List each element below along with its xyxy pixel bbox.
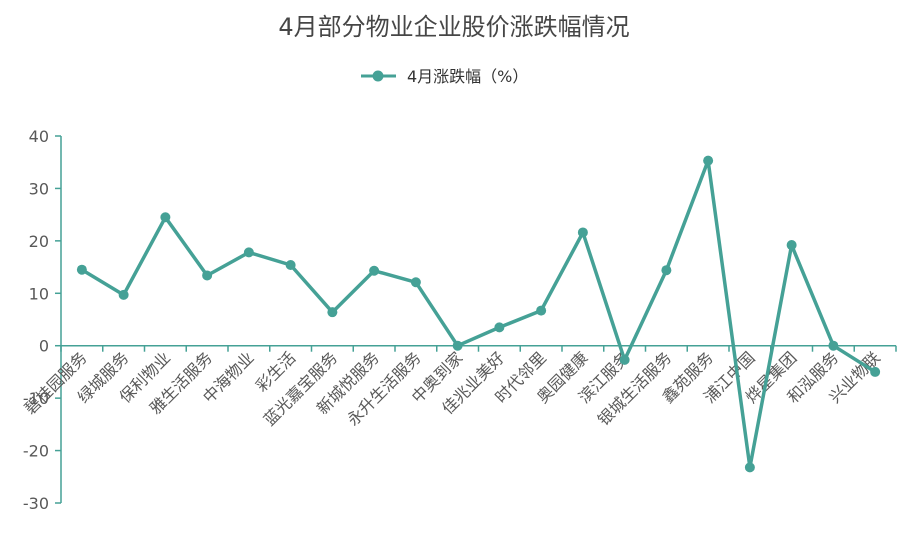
data-point[interactable] (327, 307, 338, 318)
y-axis-tick-labels: 40 30 20 10 0 -10 -20 -30 (23, 127, 49, 513)
data-point[interactable] (494, 322, 505, 333)
data-point[interactable] (285, 259, 296, 270)
y-tick-label: -10 (23, 389, 49, 408)
data-point[interactable] (118, 289, 129, 300)
legend-label: 4月涨跌幅（%） (407, 67, 528, 86)
series-polyline (80, 158, 877, 470)
y-tick-label: 0 (39, 337, 49, 356)
data-point[interactable] (452, 340, 463, 351)
y-tick-label: 20 (29, 232, 49, 251)
data-point[interactable] (202, 270, 213, 281)
data-point[interactable] (703, 155, 714, 166)
y-tick-label: 30 (29, 179, 49, 198)
legend-marker-icon (372, 70, 384, 82)
data-point[interactable] (619, 354, 630, 365)
data-point[interactable] (76, 264, 87, 275)
data-point[interactable] (160, 212, 171, 223)
y-tick-label: -30 (23, 494, 49, 513)
data-point[interactable] (744, 462, 755, 473)
data-point[interactable] (661, 265, 672, 276)
data-point[interactable] (828, 340, 839, 351)
data-point[interactable] (536, 305, 547, 316)
data-point[interactable] (369, 265, 380, 276)
x-axis-tick-labels: 碧桂园服务绿城服务保利物业雅生活服务中海物业彩生活蓝光嘉宝服务新城悦服务永升生活… (21, 348, 884, 429)
y-tick-label: 40 (29, 127, 49, 146)
data-point[interactable] (577, 227, 588, 238)
data-point[interactable] (410, 277, 421, 288)
data-point[interactable] (786, 240, 797, 251)
x-tick-label: 碧桂园服务 (21, 348, 91, 418)
legend[interactable]: 4月涨跌幅（%） (361, 67, 528, 86)
chart-title: 4月部分物业企业股价涨跌幅情况 (278, 13, 629, 41)
y-tick-label: 10 (29, 284, 49, 303)
data-point[interactable] (870, 366, 881, 377)
y-tick-label: -20 (23, 442, 49, 461)
series-line (76, 155, 881, 473)
axes (55, 135, 897, 504)
data-point[interactable] (243, 247, 254, 258)
